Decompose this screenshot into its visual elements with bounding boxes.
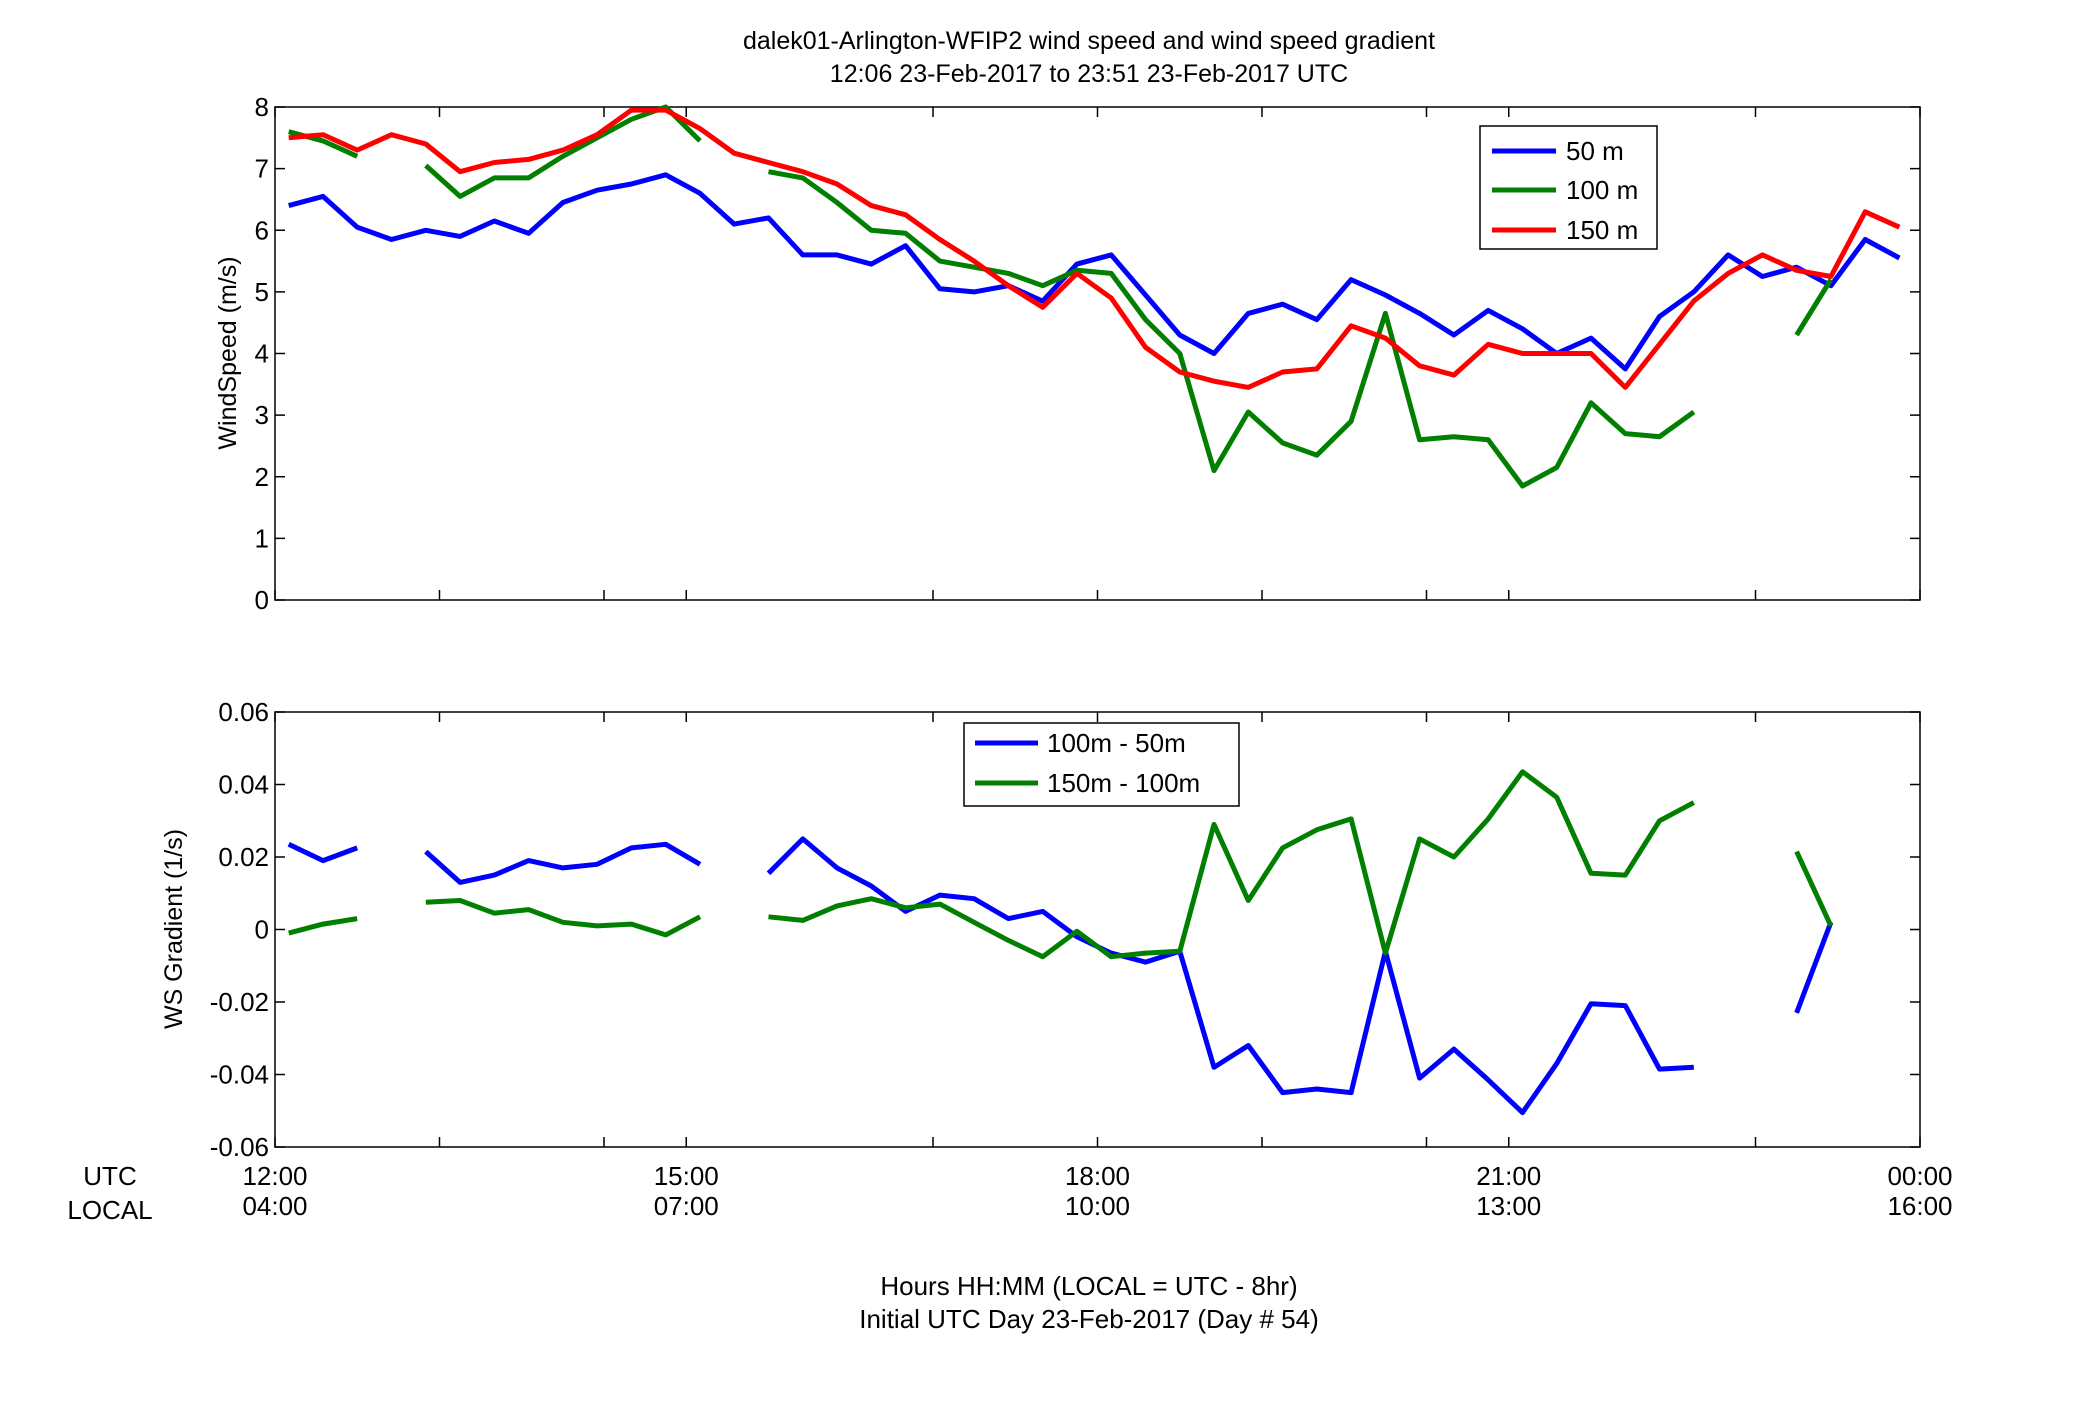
x-tick-label-local: 07:00 [654, 1191, 719, 1221]
windspeed-legend: 50 m 100 m 150 m [1479, 125, 1658, 250]
x-row-label-local: LOCAL [67, 1195, 152, 1225]
gradient-ytick-label: 0.04 [218, 770, 269, 800]
windspeed-ytick-label: 3 [255, 400, 269, 430]
windspeed-series-1-line [768, 169, 1696, 489]
windspeed-series [288, 104, 1901, 489]
windspeed-ytick-label: 1 [255, 523, 269, 553]
x-axis-label-line1: Hours HH:MM (LOCAL = UTC - 8hr) [880, 1271, 1297, 1301]
windspeed-plot-area [274, 106, 1921, 601]
gradient-ytick-label: 0.02 [218, 842, 269, 872]
windspeed-series-2-line [288, 107, 1901, 390]
gradient-series-1-line [425, 898, 702, 938]
gradient-legend: 100m - 50m 150m - 100m [963, 722, 1240, 807]
gradient-plot: -0.06 -0.04 -0.02 0 0.02 0.04 0.06 WS Gradient… [160, 697, 1921, 1162]
x-axis-label-line2: Initial UTC Day 23-Feb-2017 (Day # 54) [859, 1304, 1319, 1334]
x-tick-label-utc: 21:00 [1476, 1161, 1541, 1191]
x-tick-label-utc: 12:00 [242, 1161, 307, 1191]
windspeed-ytick-label: 6 [255, 215, 269, 245]
windspeed-ytick-label: 5 [255, 277, 269, 307]
x-tick-label-local: 16:00 [1887, 1191, 1952, 1221]
gradient-ytick-label: -0.02 [210, 987, 269, 1017]
gradient-legend-box [963, 722, 1240, 807]
gradient-series-0-line [424, 841, 702, 885]
windspeed-series-0-line [288, 172, 1901, 372]
gradient-series [287, 769, 1834, 1116]
legend-label-50m: 50 m [1566, 136, 1624, 166]
x-tick-label-local: 10:00 [1065, 1191, 1130, 1221]
x-row-label-utc: UTC [83, 1161, 136, 1191]
legend-label-100m-50m: 100m - 50m [1047, 728, 1186, 758]
gradient-series-1-line [768, 769, 1695, 960]
gradient-ticks: -0.06 -0.04 -0.02 0 0.02 0.04 0.06 [210, 697, 1921, 1162]
gradient-ytick-label: -0.04 [210, 1060, 269, 1090]
legend-label-150m: 150 m [1566, 215, 1638, 245]
chart-title-line2: 12:06 23-Feb-2017 to 23:51 23-Feb-2017 U… [830, 60, 1348, 88]
x-tick-label-utc: 15:00 [654, 1161, 719, 1191]
gradient-series-1-line [288, 916, 358, 936]
gradient-ytick-label: -0.06 [210, 1132, 269, 1162]
gradient-series-0-line [287, 842, 359, 864]
gradient-series-0-line [766, 836, 1694, 1116]
windspeed-ytick-label: 0 [255, 585, 269, 615]
windspeed-ytick-label: 8 [255, 92, 269, 122]
x-tick-label-utc: 18:00 [1065, 1161, 1130, 1191]
windspeed-y-axis-label: WindSpeed (m/s) [214, 256, 242, 449]
legend-label-100m: 100 m [1566, 175, 1638, 205]
windspeed-series-1-line [1794, 278, 1834, 337]
gradient-series-1-line [1794, 850, 1834, 927]
x-tick-label-utc: 00:00 [1887, 1161, 1952, 1191]
windspeed-ytick-label: 7 [255, 154, 269, 184]
windspeed-ticks: 0 1 2 3 4 5 6 7 8 [255, 92, 1921, 615]
windspeed-ytick-label: 2 [255, 462, 269, 492]
gradient-y-axis-label: WS Gradient (1/s) [160, 829, 188, 1029]
chart-title-line1: dalek01-Arlington-WFIP2 wind speed and w… [743, 27, 1435, 55]
gradient-ytick-label: 0 [255, 915, 269, 945]
windspeed-ytick-label: 4 [255, 339, 269, 369]
gradient-series-0-line [1794, 921, 1834, 1014]
x-tick-label-local: 04:00 [242, 1191, 307, 1221]
windspeed-plot: 0 1 2 3 4 5 6 7 8 WindSpeed (m/s) 50 m 100 m 150… [214, 92, 1921, 615]
gradient-ytick-label: 0.06 [218, 697, 269, 727]
legend-label-150m-100m: 150m - 100m [1047, 768, 1200, 798]
x-tick-label-local: 13:00 [1476, 1191, 1541, 1221]
